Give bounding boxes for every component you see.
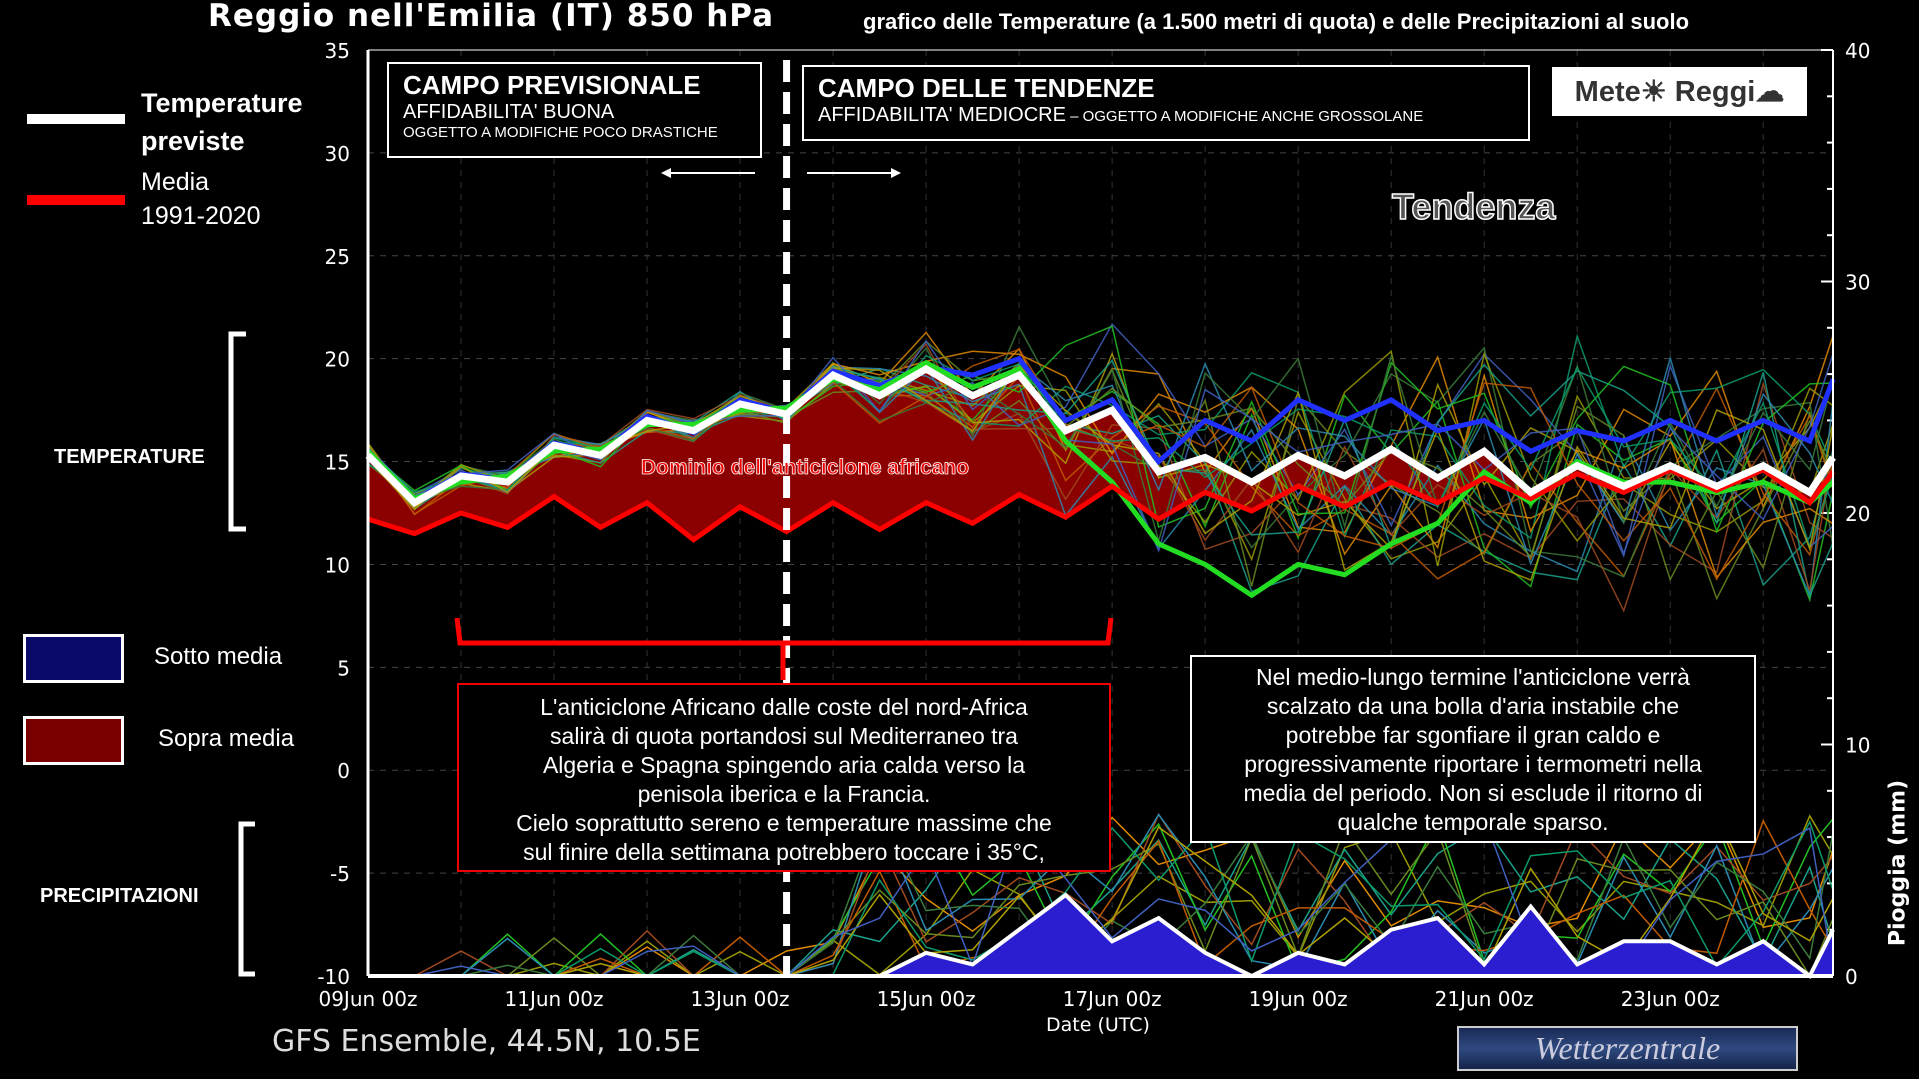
y-tick-label-left: -5 — [330, 862, 350, 886]
box-campo-tendenze: CAMPO DELLE TENDENZE AFFIDABILITA' MEDIO… — [802, 65, 1530, 141]
page-subtitle: grafico delle Temperature (a 1.500 metri… — [863, 9, 1690, 34]
box-heading: CAMPO PREVISIONALE — [403, 70, 701, 100]
note-line: media del periodo. Non si esclude il rit… — [1243, 780, 1703, 806]
box-heading: CAMPO DELLE TENDENZE — [818, 73, 1155, 103]
box-campo-previsionale: CAMPO PREVISIONALE AFFIDABILITA' BUONA O… — [387, 62, 762, 158]
legend-below-label: Sotto media — [154, 643, 283, 670]
note-line: penisola iberica e la Francia. — [637, 781, 931, 807]
note-line: Algeria e Spagna spingendo aria calda ve… — [542, 752, 1026, 778]
note-line: Nel medio-lungo termine l'anticiclone ve… — [1256, 664, 1690, 690]
x-tick-label: 23Jun 00z — [1621, 987, 1720, 1011]
tendenza-label: Tendenza — [1391, 185, 1556, 228]
x-tick-label: 21Jun 00z — [1435, 987, 1534, 1011]
legend-above-swatch — [23, 716, 124, 765]
note-line: sul finire della settimana potrebbero to… — [523, 839, 1045, 865]
note-left: L'anticiclone Africano dalle coste del n… — [457, 683, 1111, 872]
meteo-reggio-logo: Mete☀ Reggi☁ — [1552, 67, 1807, 116]
temperature-section-label: TEMPERATURE — [54, 446, 205, 468]
x-axis-label: Date (UTC) — [1046, 1014, 1150, 1036]
page-title: Reggio nell'Emilia (IT) 850 hPa — [208, 0, 775, 34]
ensemble-precip-line — [368, 820, 1834, 977]
y-tick-label-right: 40 — [1845, 39, 1870, 63]
dominio-label: Dominio dell'anticiclone africano — [640, 456, 970, 480]
y-tick-label-right: 30 — [1845, 271, 1870, 295]
x-tick-label: 19Jun 00z — [1249, 987, 1348, 1011]
right-axis-label: Pioggia (mm) — [1885, 779, 1911, 947]
y-tick-label-left: 25 — [325, 245, 350, 269]
y-tick-label-left: 5 — [337, 656, 350, 680]
ensemble-precip-line — [368, 818, 1834, 977]
precip-mean-area — [368, 894, 1833, 976]
box-line: AFFIDABILITA' MEDIOCRE — [818, 104, 1066, 126]
y-tick-label-left: 10 — [325, 553, 350, 577]
y-tick-label-left: 20 — [325, 348, 350, 372]
mean-temp-line — [367, 466, 1835, 543]
legend-mean-swatch — [27, 195, 125, 205]
legend-forecast-swatch — [27, 114, 125, 124]
y-tick-label-right: 10 — [1845, 734, 1870, 758]
arrow-right-head — [891, 168, 901, 178]
note-line: scalzato da una bolla d'aria instabile c… — [1266, 693, 1680, 719]
x-tick-label: 13Jun 00z — [691, 987, 790, 1011]
legend-text: 1991-2020 — [141, 202, 261, 230]
ensemble-temp-line — [367, 355, 1834, 566]
forecast-temp-line — [365, 364, 1836, 508]
box-line: AFFIDABILITA' BUONA — [403, 101, 615, 123]
ensemble-precip-line — [368, 812, 1834, 977]
wetterzentrale-logo: Wetterzentrale — [1457, 1026, 1798, 1071]
precip-bracket — [238, 821, 255, 977]
y-tick-label-left: 15 — [325, 451, 350, 475]
legend-forecast-label: Temperature previste — [141, 84, 303, 160]
y-tick-label-left: -10 — [317, 965, 350, 989]
note-line: potrebbe far sgonfiare il gran caldo e — [1285, 722, 1661, 748]
note-line: salirà di quota portandosi sul Mediterra… — [550, 723, 1018, 749]
legend-mean-label: Media 1991-2020 — [141, 165, 261, 233]
ensemble-temp-line — [367, 343, 1834, 613]
y-tick-label-left: 35 — [325, 39, 350, 63]
x-tick-label: 17Jun 00z — [1063, 987, 1162, 1011]
box-line: – OGGETTO A MODIFICHE ANCHE GROSSOLANE — [1065, 108, 1424, 125]
x-tick-label: 15Jun 00z — [877, 987, 976, 1011]
note-right: Nel medio-lungo termine l'anticiclone ve… — [1190, 655, 1756, 843]
y-tick-label-left: 30 — [325, 142, 350, 166]
note-line: Cielo soprattutto sereno e temperature m… — [516, 810, 1052, 836]
x-tick-label: 11Jun 00z — [505, 987, 604, 1011]
ensemble-temp-line — [367, 325, 1834, 534]
legend-below-swatch — [23, 634, 124, 683]
source-label: GFS Ensemble, 44.5N, 10.5E — [272, 1024, 701, 1059]
legend-text: Temperature — [141, 88, 303, 118]
arrow-left-head — [661, 168, 671, 178]
y-tick-label-left: 0 — [337, 759, 350, 783]
legend-text: Media — [141, 168, 210, 196]
y-tick-label-right: 20 — [1845, 502, 1870, 526]
legend-above-label: Sopra media — [158, 725, 295, 752]
note-line: L'anticiclone Africano dalle coste del n… — [540, 694, 1028, 720]
box-line: OGGETTO A MODIFICHE POCO DRASTICHE — [403, 124, 718, 141]
precip-section-label: PRECIPITAZIONI — [40, 885, 199, 907]
ensemble-precip-line — [368, 816, 1834, 977]
x-tick-label: 09Jun 00z — [318, 987, 417, 1011]
temperature-bracket — [228, 331, 246, 532]
note-line: progressivamente riportare i termometri … — [1244, 751, 1702, 777]
note-line: qualche temporale sparso. — [1337, 809, 1609, 835]
y-tick-label-right: 0 — [1845, 965, 1858, 989]
legend-text: previste — [141, 126, 245, 156]
